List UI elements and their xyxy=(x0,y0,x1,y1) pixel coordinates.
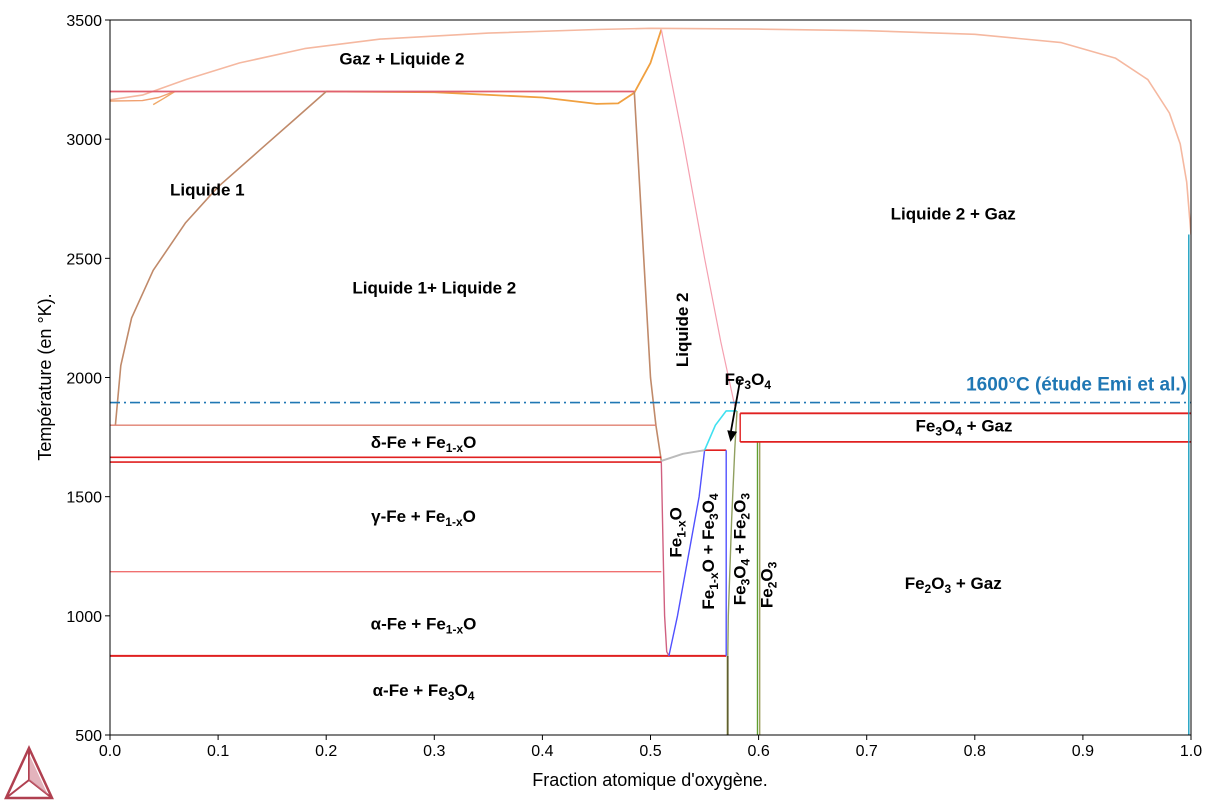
region-label-delta-fe: δ-Fe + Fe1-xO xyxy=(371,434,477,456)
region-label-fe2o3-gaz: Fe2O3 + Gaz xyxy=(905,574,1002,596)
x-tick-label: 1.0 xyxy=(1180,743,1202,760)
thermo-calc-logo xyxy=(4,745,54,800)
boundary-fe3o4-right-curve xyxy=(727,410,738,656)
phase-boundaries xyxy=(110,27,1191,735)
x-tick-label: 0.8 xyxy=(964,743,986,760)
x-tick-label: 0.1 xyxy=(207,743,229,760)
region-label-liquide-2: Liquide 2 xyxy=(673,292,692,367)
boundary-fe1xo-right xyxy=(668,450,706,657)
region-label-alpha-fe-fe1xo: α-Fe + Fe1-xO xyxy=(371,615,477,637)
y-tick-label: 3000 xyxy=(66,132,102,149)
region-label-fe3o4-gaz: Fe3O4 + Gaz xyxy=(915,417,1012,439)
reference-line-group: 1600°C (étude Emi et al.) xyxy=(110,375,1191,404)
boundary-gaz-liq2-lower-curve xyxy=(326,29,663,105)
x-tick-label: 0.3 xyxy=(423,743,445,760)
region-label-fe3o4-fe2o3: Fe3O4 + Fe2O3 xyxy=(731,493,753,606)
region-label-liquide-1-liquide-2: Liquide 1+ Liquide 2 xyxy=(352,279,516,298)
region-label-alpha-fe-fe3o4: α-Fe + Fe3O4 xyxy=(373,682,475,704)
annotation-arrow-group xyxy=(727,379,742,442)
reference-line-label: 1600°C (étude Emi et al.) xyxy=(966,375,1187,396)
region-label-fe1xo-fe3o4: Fe1-xO + Fe3O4 xyxy=(699,493,721,610)
boundary-liquid2-left-lobe xyxy=(110,90,176,102)
boundary-liquid2-to-gaz-boundary xyxy=(660,29,736,407)
annotation-arrow-head xyxy=(727,430,738,442)
region-label-gaz-liquide-2: Gaz + Liquide 2 xyxy=(339,50,464,69)
x-tick-label: 0.9 xyxy=(1072,743,1094,760)
region-label-liquide-2-gaz: Liquide 2 + Gaz xyxy=(891,205,1016,224)
x-tick-label: 0.2 xyxy=(315,743,337,760)
y-tick-label: 500 xyxy=(75,728,102,745)
region-label-fe3o4-top: Fe3O4 xyxy=(725,371,772,393)
x-tick-label: 0.6 xyxy=(747,743,769,760)
boundary-liquid2-fe1xo-solidus xyxy=(660,449,705,462)
boundary-miscibility-right xyxy=(633,91,663,462)
y-axis-ticks: 500 1000 1500 2000 2500 3000 3500 xyxy=(66,13,110,745)
boundary-liquide1-liquidus xyxy=(114,90,327,426)
y-tick-label: 1500 xyxy=(66,490,102,507)
x-tick-label: 0.5 xyxy=(639,743,661,760)
region-label-fe1xo-phase: Fe1-xO xyxy=(667,507,689,557)
boundary-fe1xo-left xyxy=(660,460,670,657)
y-tick-label: 3500 xyxy=(66,13,102,30)
y-tick-label: 1000 xyxy=(66,609,102,626)
x-tick-label: 0.0 xyxy=(99,743,121,760)
x-axis-title: Fraction atomique d'oxygène. xyxy=(532,770,768,790)
region-label-liquide-1: Liquide 1 xyxy=(170,181,245,200)
region-label-fe2o3-phase: Fe2O3 xyxy=(758,561,780,608)
boundary-liquid2-loop-lower xyxy=(152,90,176,106)
x-tick-label: 0.7 xyxy=(856,743,878,760)
region-label-gamma-fe: γ-Fe + Fe1-xO xyxy=(371,508,476,530)
y-axis-title: Température (en °K). xyxy=(35,293,55,460)
region-labels: Liquide 1 Gaz + Liquide 2 Liquide 1+ Liqui… xyxy=(170,50,1016,703)
boundary-fe3o4-liquidus xyxy=(703,410,737,451)
boundary-outer-envelope xyxy=(110,27,1191,235)
y-tick-label: 2000 xyxy=(66,371,102,388)
x-tick-label: 0.4 xyxy=(531,743,553,760)
annotation-arrow-shaft xyxy=(729,379,742,435)
y-tick-label: 2500 xyxy=(66,251,102,268)
x-axis-ticks: 0.0 0.1 0.2 0.3 0.4 0.5 0.6 0.7 0.8 0.9 1.0 xyxy=(99,735,1202,760)
